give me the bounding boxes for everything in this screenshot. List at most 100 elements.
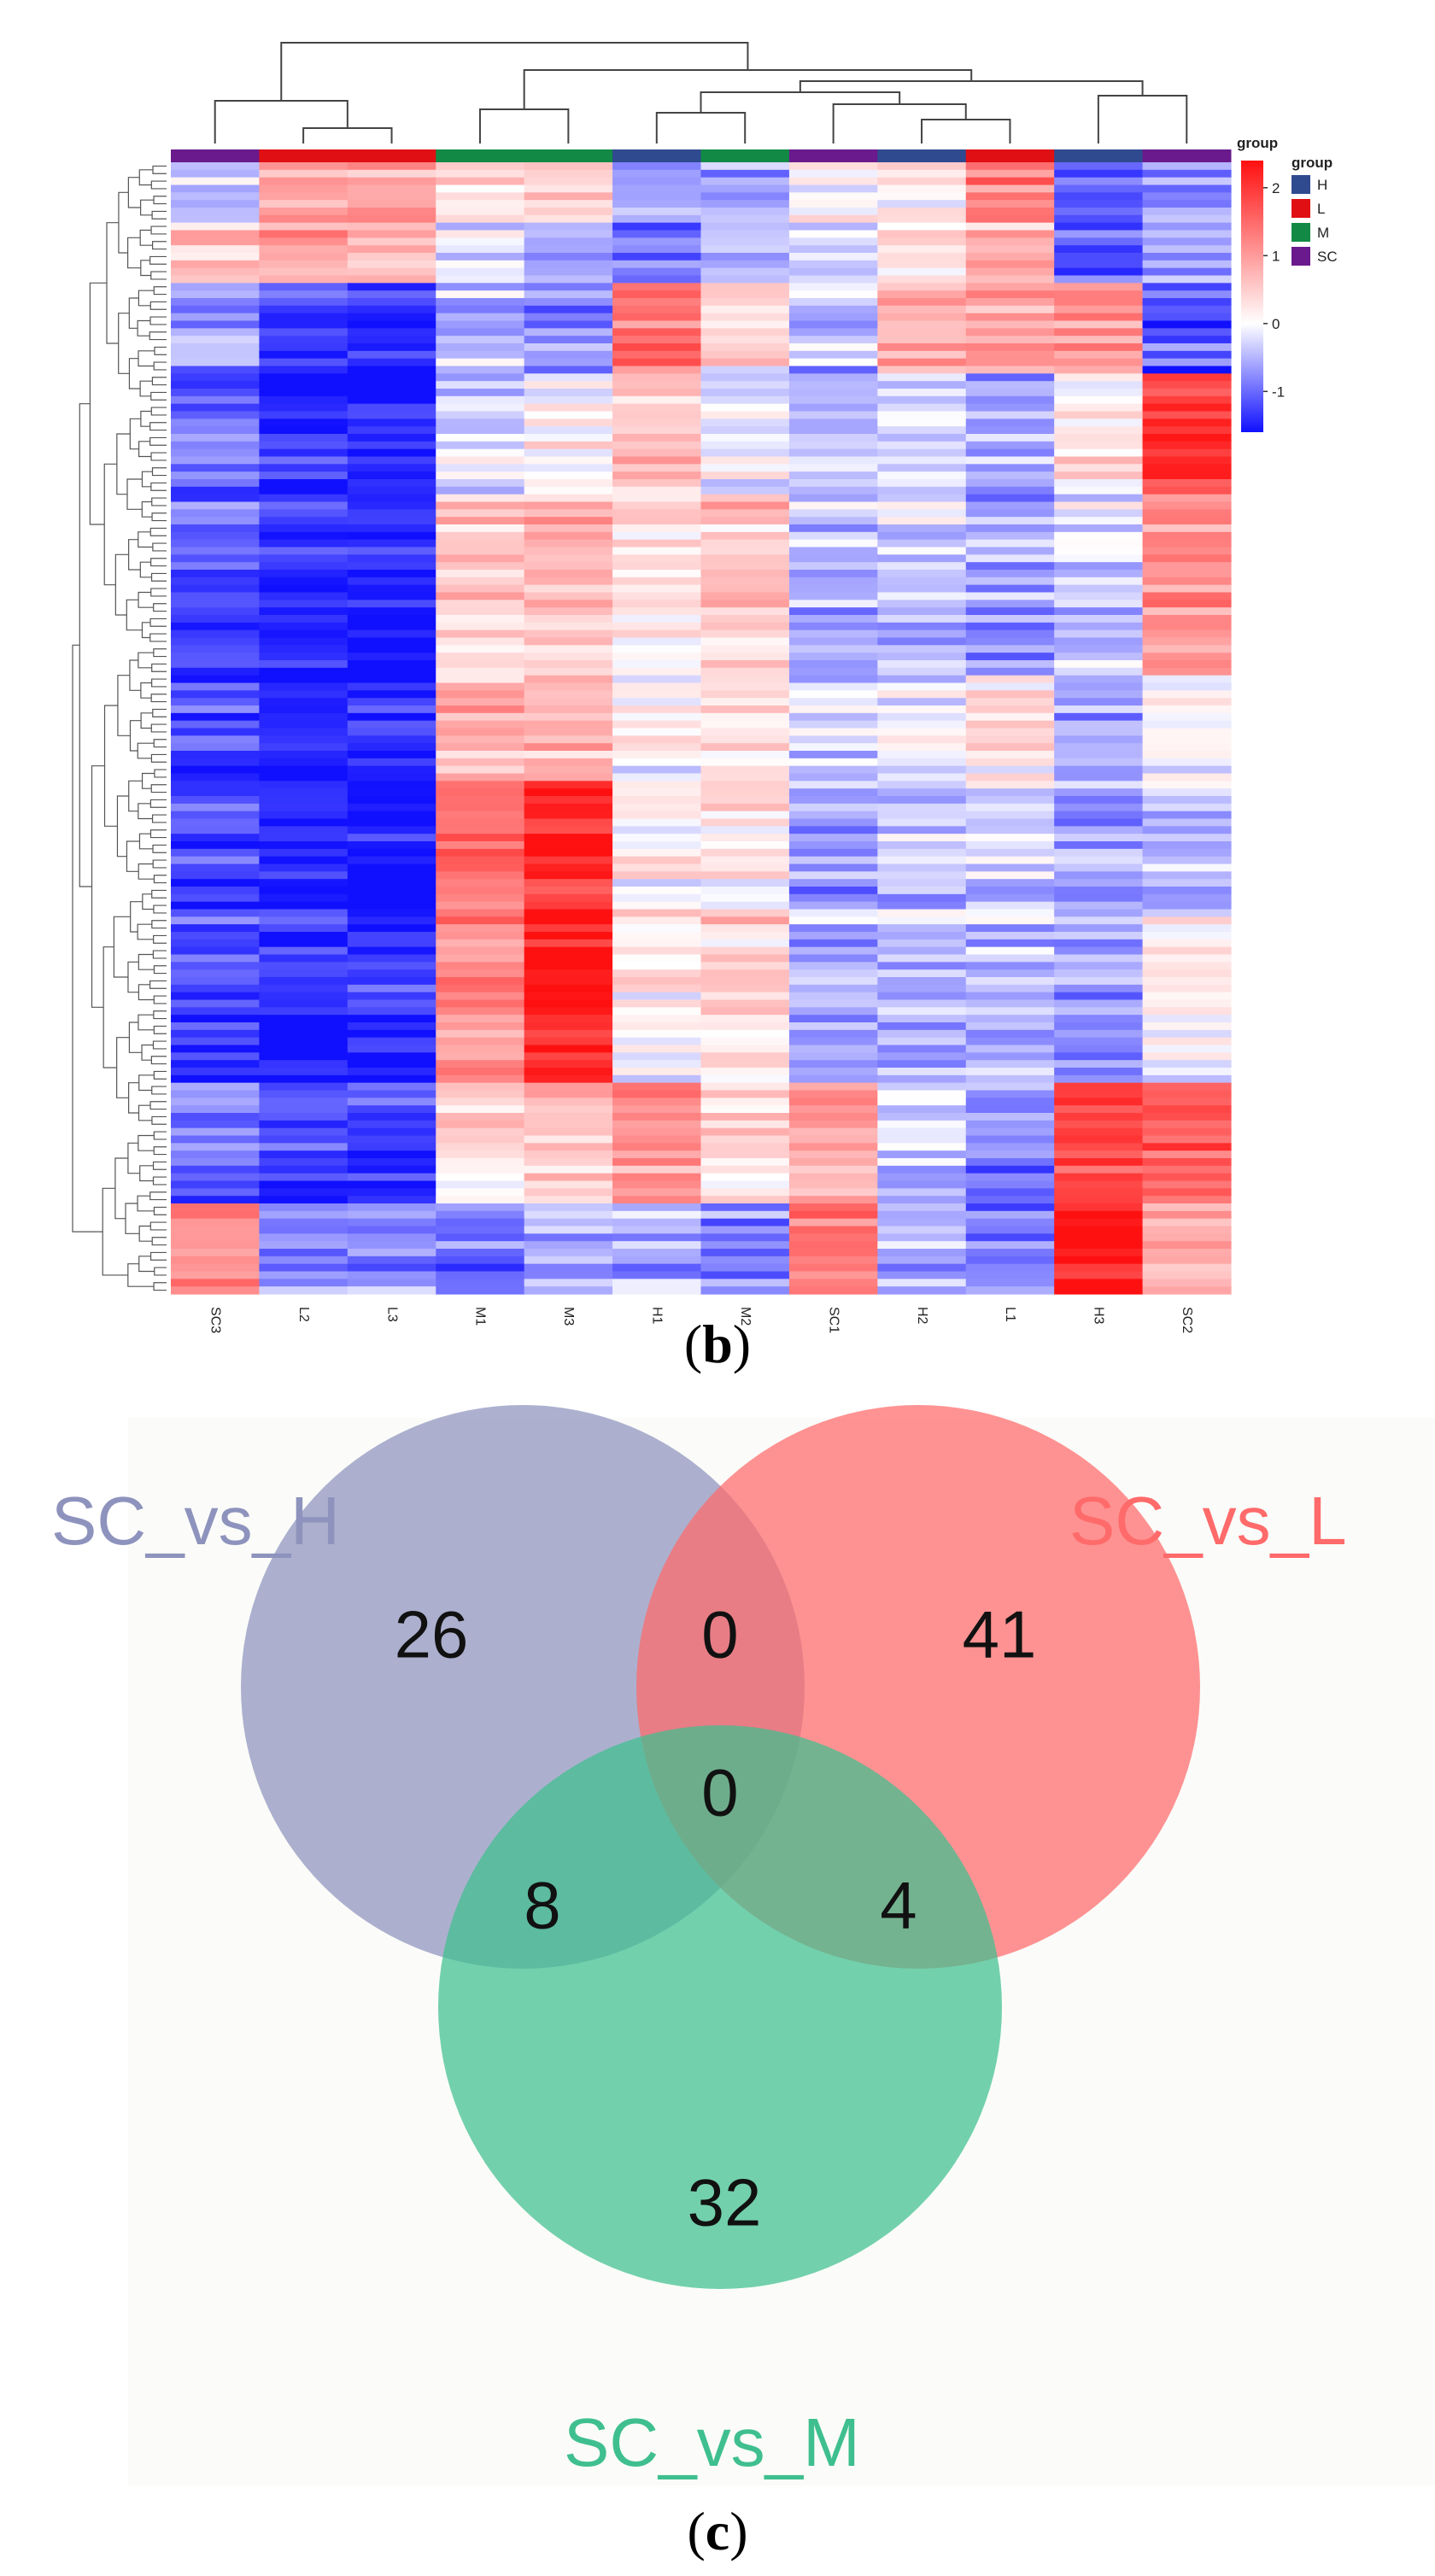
heatmap-cell: [965, 1127, 1055, 1137]
heatmap-cell: [612, 984, 702, 993]
heatmap-cell: [436, 486, 525, 495]
heatmap-cell: [436, 1165, 525, 1174]
heatmap-cell: [700, 1045, 790, 1053]
heatmap-cell: [612, 1165, 702, 1174]
heatmap-cell: [877, 811, 967, 820]
heatmap-cell: [524, 864, 613, 872]
heatmap-cell: [965, 1060, 1055, 1068]
heatmap-cell: [612, 871, 702, 880]
heatmap-cell: [436, 290, 525, 299]
heatmap-cell: [700, 320, 790, 329]
dendrogram-branch: [149, 422, 167, 431]
heatmap-cell: [1142, 856, 1232, 865]
dendrogram-branch: [137, 319, 151, 337]
heatmap-cell: [436, 1233, 525, 1242]
heatmap-cell: [965, 501, 1055, 510]
heatmap-cell: [700, 615, 790, 624]
heatmap-cell: [171, 464, 261, 472]
heatmap-cell: [1054, 283, 1144, 291]
heatmap-cell: [1054, 712, 1144, 722]
heatmap-cell: [436, 705, 525, 714]
heatmap-cell: [347, 916, 436, 925]
dendrogram-branch: [152, 1161, 167, 1170]
heatmap-cell: [1142, 1233, 1232, 1242]
group-annotation-cell: [877, 149, 967, 162]
heatmap-cell: [965, 419, 1055, 427]
heatmap-cell: [877, 879, 967, 887]
heatmap-cell: [965, 992, 1055, 1001]
heatmap-cell: [436, 245, 525, 254]
group-annotation-cell: [965, 149, 1055, 162]
heatmap-cell: [700, 818, 790, 827]
heatmap-cell: [965, 675, 1055, 684]
heatmap-cell: [524, 1188, 613, 1197]
heatmap-cell: [1142, 1203, 1232, 1212]
heatmap-cell: [347, 366, 436, 374]
heatmap-cell: [347, 871, 436, 880]
heatmap-cell: [436, 531, 525, 541]
heatmap-cell: [965, 283, 1055, 291]
heatmap-cell: [259, 584, 348, 594]
heatmap-cell: [436, 916, 525, 925]
heatmap-cell: [1054, 267, 1144, 277]
heatmap-cell: [524, 765, 613, 775]
heatmap-cell: [700, 177, 790, 186]
heatmap-cell: [877, 426, 967, 435]
heatmap-cell: [347, 893, 436, 903]
dendrogram-branch: [149, 316, 167, 325]
heatmap-cell: [965, 1029, 1055, 1039]
sample-label: M1: [473, 1307, 488, 1326]
heatmap-cell: [1142, 765, 1232, 775]
heatmap-cell: [877, 547, 967, 555]
heatmap-cell: [700, 803, 790, 812]
heatmap-cell: [171, 1135, 261, 1144]
heatmap-cell: [259, 298, 348, 307]
heatmap-cell: [1054, 946, 1144, 956]
heatmap-cell: [965, 939, 1055, 948]
heatmap-cell: [700, 1082, 790, 1092]
heatmap-cell: [877, 864, 967, 872]
scale-tick-label: 1: [1272, 248, 1280, 264]
heatmap-cell: [259, 245, 348, 254]
heatmap-cell: [259, 320, 348, 329]
dendrogram-branch: [154, 769, 167, 778]
heatmap-cell: [259, 796, 348, 805]
heatmap-cell: [1054, 871, 1144, 880]
heatmap-cell: [612, 901, 702, 910]
heatmap-cell: [524, 1210, 613, 1220]
heatmap-cell: [1142, 381, 1232, 389]
heatmap-cell: [877, 531, 967, 541]
heatmap-cell: [524, 977, 613, 986]
heatmap-cell: [436, 1029, 525, 1039]
heatmap-cell: [788, 1203, 878, 1212]
heatmap-cell: [524, 230, 613, 238]
heatmap-cell: [877, 781, 967, 789]
heatmap-cell: [612, 743, 702, 752]
heatmap-cell: [1142, 547, 1232, 555]
heatmap-cell: [347, 1127, 436, 1137]
heatmap-cell: [877, 939, 967, 948]
heatmap-cell: [524, 1082, 613, 1092]
heatmap-cell: [612, 637, 702, 646]
heatmap-cell: [965, 592, 1055, 600]
heatmap-cell: [1142, 200, 1232, 208]
heatmap-cell: [436, 939, 525, 948]
heatmap-cell: [612, 554, 702, 563]
heatmap-cell: [1054, 1045, 1144, 1053]
heatmap-cell: [171, 675, 261, 684]
heatmap-cell: [436, 222, 525, 231]
heatmap-cell: [259, 841, 348, 850]
heatmap-cell: [877, 1158, 967, 1167]
heatmap-cell: [700, 1022, 790, 1031]
heatmap-cell: [612, 419, 702, 427]
heatmap-cell: [1054, 366, 1144, 374]
heatmap-cell: [612, 184, 702, 193]
heatmap-cell: [788, 547, 878, 555]
dendrogram-branch: [138, 290, 155, 307]
heatmap-cell: [1142, 879, 1232, 887]
heatmap-cell: [171, 434, 261, 442]
heatmap-cell: [877, 1210, 967, 1220]
heatmap-cell: [171, 426, 261, 435]
heatmap-cell: [965, 887, 1055, 895]
heatmap-cell: [1054, 214, 1144, 224]
